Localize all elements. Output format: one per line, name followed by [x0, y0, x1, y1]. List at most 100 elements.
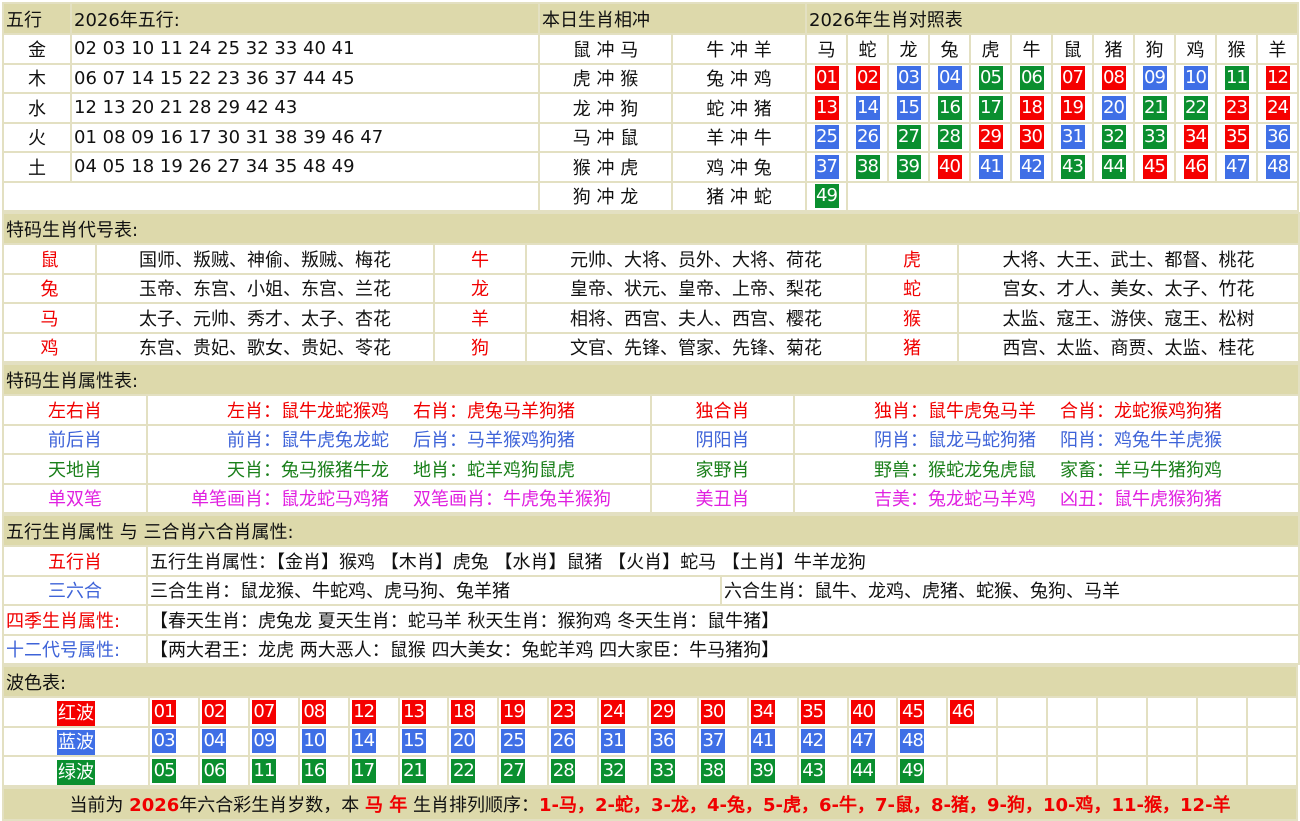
number-ball: 46 [1183, 154, 1208, 179]
zodiac-name: 鸡 [1174, 33, 1217, 65]
number-ball: 29 [651, 699, 675, 724]
number-ball: 24 [601, 699, 626, 724]
zodiac-number-cell: 08 [1092, 62, 1135, 94]
zodiac-codes: 相将、西宫、夫人、西宫、樱花 [525, 302, 867, 334]
zodiac-codes: 皇帝、状元、皇帝、上帝、梨花 [525, 272, 867, 304]
wave-number-cell: 41 [746, 725, 799, 757]
number-ball: 27 [896, 125, 921, 150]
number-ball: 36 [1265, 125, 1290, 150]
attribute-name: 前后肖 [2, 423, 148, 455]
wave-number-cell: 43 [796, 755, 849, 787]
attribute-value: 单笔画肖：鼠龙蛇马鸡猪 [191, 489, 389, 511]
chong-pair: 蛇 冲 猪 [671, 92, 807, 124]
wave-number-cell: 29 [647, 696, 699, 728]
empty-cell [2, 180, 540, 212]
attribute-value: 地肖：蛇羊鸡狗鼠虎 [413, 459, 575, 481]
footer-text: 生肖排列顺序： [407, 794, 540, 816]
element-name: 火 [2, 121, 72, 153]
wave-number-cell: 45 [896, 696, 949, 728]
number-ball: 16 [301, 758, 326, 783]
number-ball: 14 [855, 95, 880, 120]
wuxing-text: 五行生肖属性：【金肖】猴鸡 【木肖】虎兔 【水肖】鼠猪 【火肖】蛇马 【土肖】牛… [145, 545, 1300, 577]
zodiac-name: 猪 [1092, 33, 1135, 65]
number-ball: 29 [978, 125, 1003, 150]
footer: 当前为 2026年六合彩生肖岁数，本 马 年 生肖排列顺序：1-马，2-蛇，3-… [2, 786, 1298, 821]
zodiac-name: 羊 [433, 302, 527, 334]
number-ball: 10 [301, 729, 326, 754]
attribute-name: 单双笔 [2, 482, 148, 514]
zodiac-number-cell: 19 [1051, 92, 1094, 124]
zodiac-number-cell: 41 [969, 151, 1012, 183]
attribute-name: 阴阳肖 [650, 423, 795, 455]
attribute-value: 阳肖：鸡兔牛羊虎猴 [1060, 430, 1222, 452]
wave-number-cell: 14 [347, 725, 400, 757]
number-ball: 06 [201, 758, 226, 783]
footer-zodiac: 马 年 [365, 794, 408, 816]
zodiac-number-cell: 35 [1215, 121, 1258, 153]
wave-number-cell [1245, 725, 1299, 757]
zodiac-number-cell: 45 [1133, 151, 1176, 183]
chong-pair: 鸡 冲 兔 [671, 151, 807, 183]
zodiac-name: 鼠 [2, 243, 97, 275]
number-ball: 09 [1142, 66, 1167, 91]
wave-number-cell: 33 [647, 755, 699, 787]
chong-pair: 兔 冲 鸡 [671, 62, 807, 94]
sanhe-header: 五行生肖属性 与 三合肖六合肖属性: [1, 514, 1300, 547]
zodiac-number-cell: 06 [1010, 62, 1053, 94]
element-name: 木 [2, 62, 72, 94]
attribute-name: 左右肖 [2, 394, 148, 426]
wave-number-cell: 44 [846, 755, 899, 787]
number-ball: 01 [152, 699, 177, 724]
attribute-value: 野兽：猴蛇龙兔虎鼠 [874, 459, 1036, 481]
attribute-values: 天肖：兔马猴猪牛龙 地肖：蛇羊鸡狗鼠虎 [146, 453, 652, 485]
wave-number-cell: 21 [397, 755, 450, 787]
number-ball: 01 [814, 66, 839, 91]
zodiac-name: 蛇 [865, 272, 959, 304]
zodiac-number-cell: 15 [887, 92, 930, 124]
wave-number-cell [1145, 755, 1198, 787]
chong-pair: 虎 冲 猴 [538, 62, 673, 94]
zodiac-name: 猪 [865, 331, 959, 363]
attribute-value: 左肖：鼠牛龙蛇猴鸡 [227, 400, 389, 422]
daihao-table: 特码生肖代号表: 鼠国师、叛贼、神偷、叛贼、梅花牛元帅、大将、员外、大将、荷花虎… [1, 212, 1300, 363]
zodiac-number-cell: 03 [887, 62, 930, 94]
number-ball: 21 [1142, 95, 1167, 120]
zodiac-number-cell: 12 [1255, 62, 1300, 94]
wave-number-cell: 20 [447, 725, 500, 757]
zodiac-number-cell: 32 [1092, 121, 1135, 153]
footer-order: 1-马，2-蛇，3-龙，4-兔，5-虎，6-牛，7-鼠，8-猪，9-狗，10-鸡… [539, 794, 1231, 816]
wave-number-cell: 26 [547, 725, 600, 757]
number-ball: 20 [1101, 95, 1126, 120]
zodiac-codes: 西宫、太监、商贾、太监、桂花 [956, 331, 1300, 363]
zodiac-number-cell: 11 [1215, 62, 1258, 94]
zodiac-name: 猴 [865, 302, 959, 334]
attribute-values: 左肖：鼠牛龙蛇猴鸡 右肖：虎兔马羊狗猪 [146, 394, 652, 426]
wave-number-cell: 10 [297, 725, 350, 757]
zodiac-codes: 宫女、才人、美女、太子、竹花 [956, 272, 1300, 304]
bose-table: 波色表: 红波 01 02 07 08 12 13 18 19 23 24 29 30 34 35 40 45 4… [1, 665, 1299, 787]
wave-label: 绿波 [57, 759, 96, 784]
attribute-value: 双笔画肖：牛虎兔羊猴狗 [413, 489, 611, 511]
zodiac-number-cell: 24 [1255, 92, 1300, 124]
attribute-value: 凶丑：鼠牛虎猴狗猪 [1060, 489, 1222, 511]
number-ball: 17 [351, 758, 376, 783]
number-ball: 41 [978, 154, 1003, 179]
zodiac-name: 马 [2, 302, 97, 334]
number-ball: 13 [401, 699, 426, 724]
number-ball: 30 [1019, 125, 1044, 150]
wave-number-cell [996, 755, 1049, 787]
wave-number-cell [1046, 755, 1099, 787]
wave-number-cell: 31 [597, 725, 649, 757]
wave-number-cell: 06 [197, 755, 250, 787]
wave-number-cell: 48 [896, 725, 949, 757]
wave-number-cell [1245, 755, 1299, 787]
zodiac-name: 猴 [1215, 33, 1258, 65]
zodiac-codes: 太子、元帅、秀才、太子、杏花 [95, 302, 435, 334]
attribute-value: 家畜：羊马牛猪狗鸡 [1060, 459, 1222, 481]
wave-number-cell: 23 [547, 696, 600, 728]
wave-number-cell: 01 [148, 696, 200, 728]
number-ball: 07 [251, 699, 276, 724]
number-ball: 21 [401, 758, 426, 783]
attribute-name: 美丑肖 [650, 482, 795, 514]
number-ball: 34 [750, 699, 775, 724]
